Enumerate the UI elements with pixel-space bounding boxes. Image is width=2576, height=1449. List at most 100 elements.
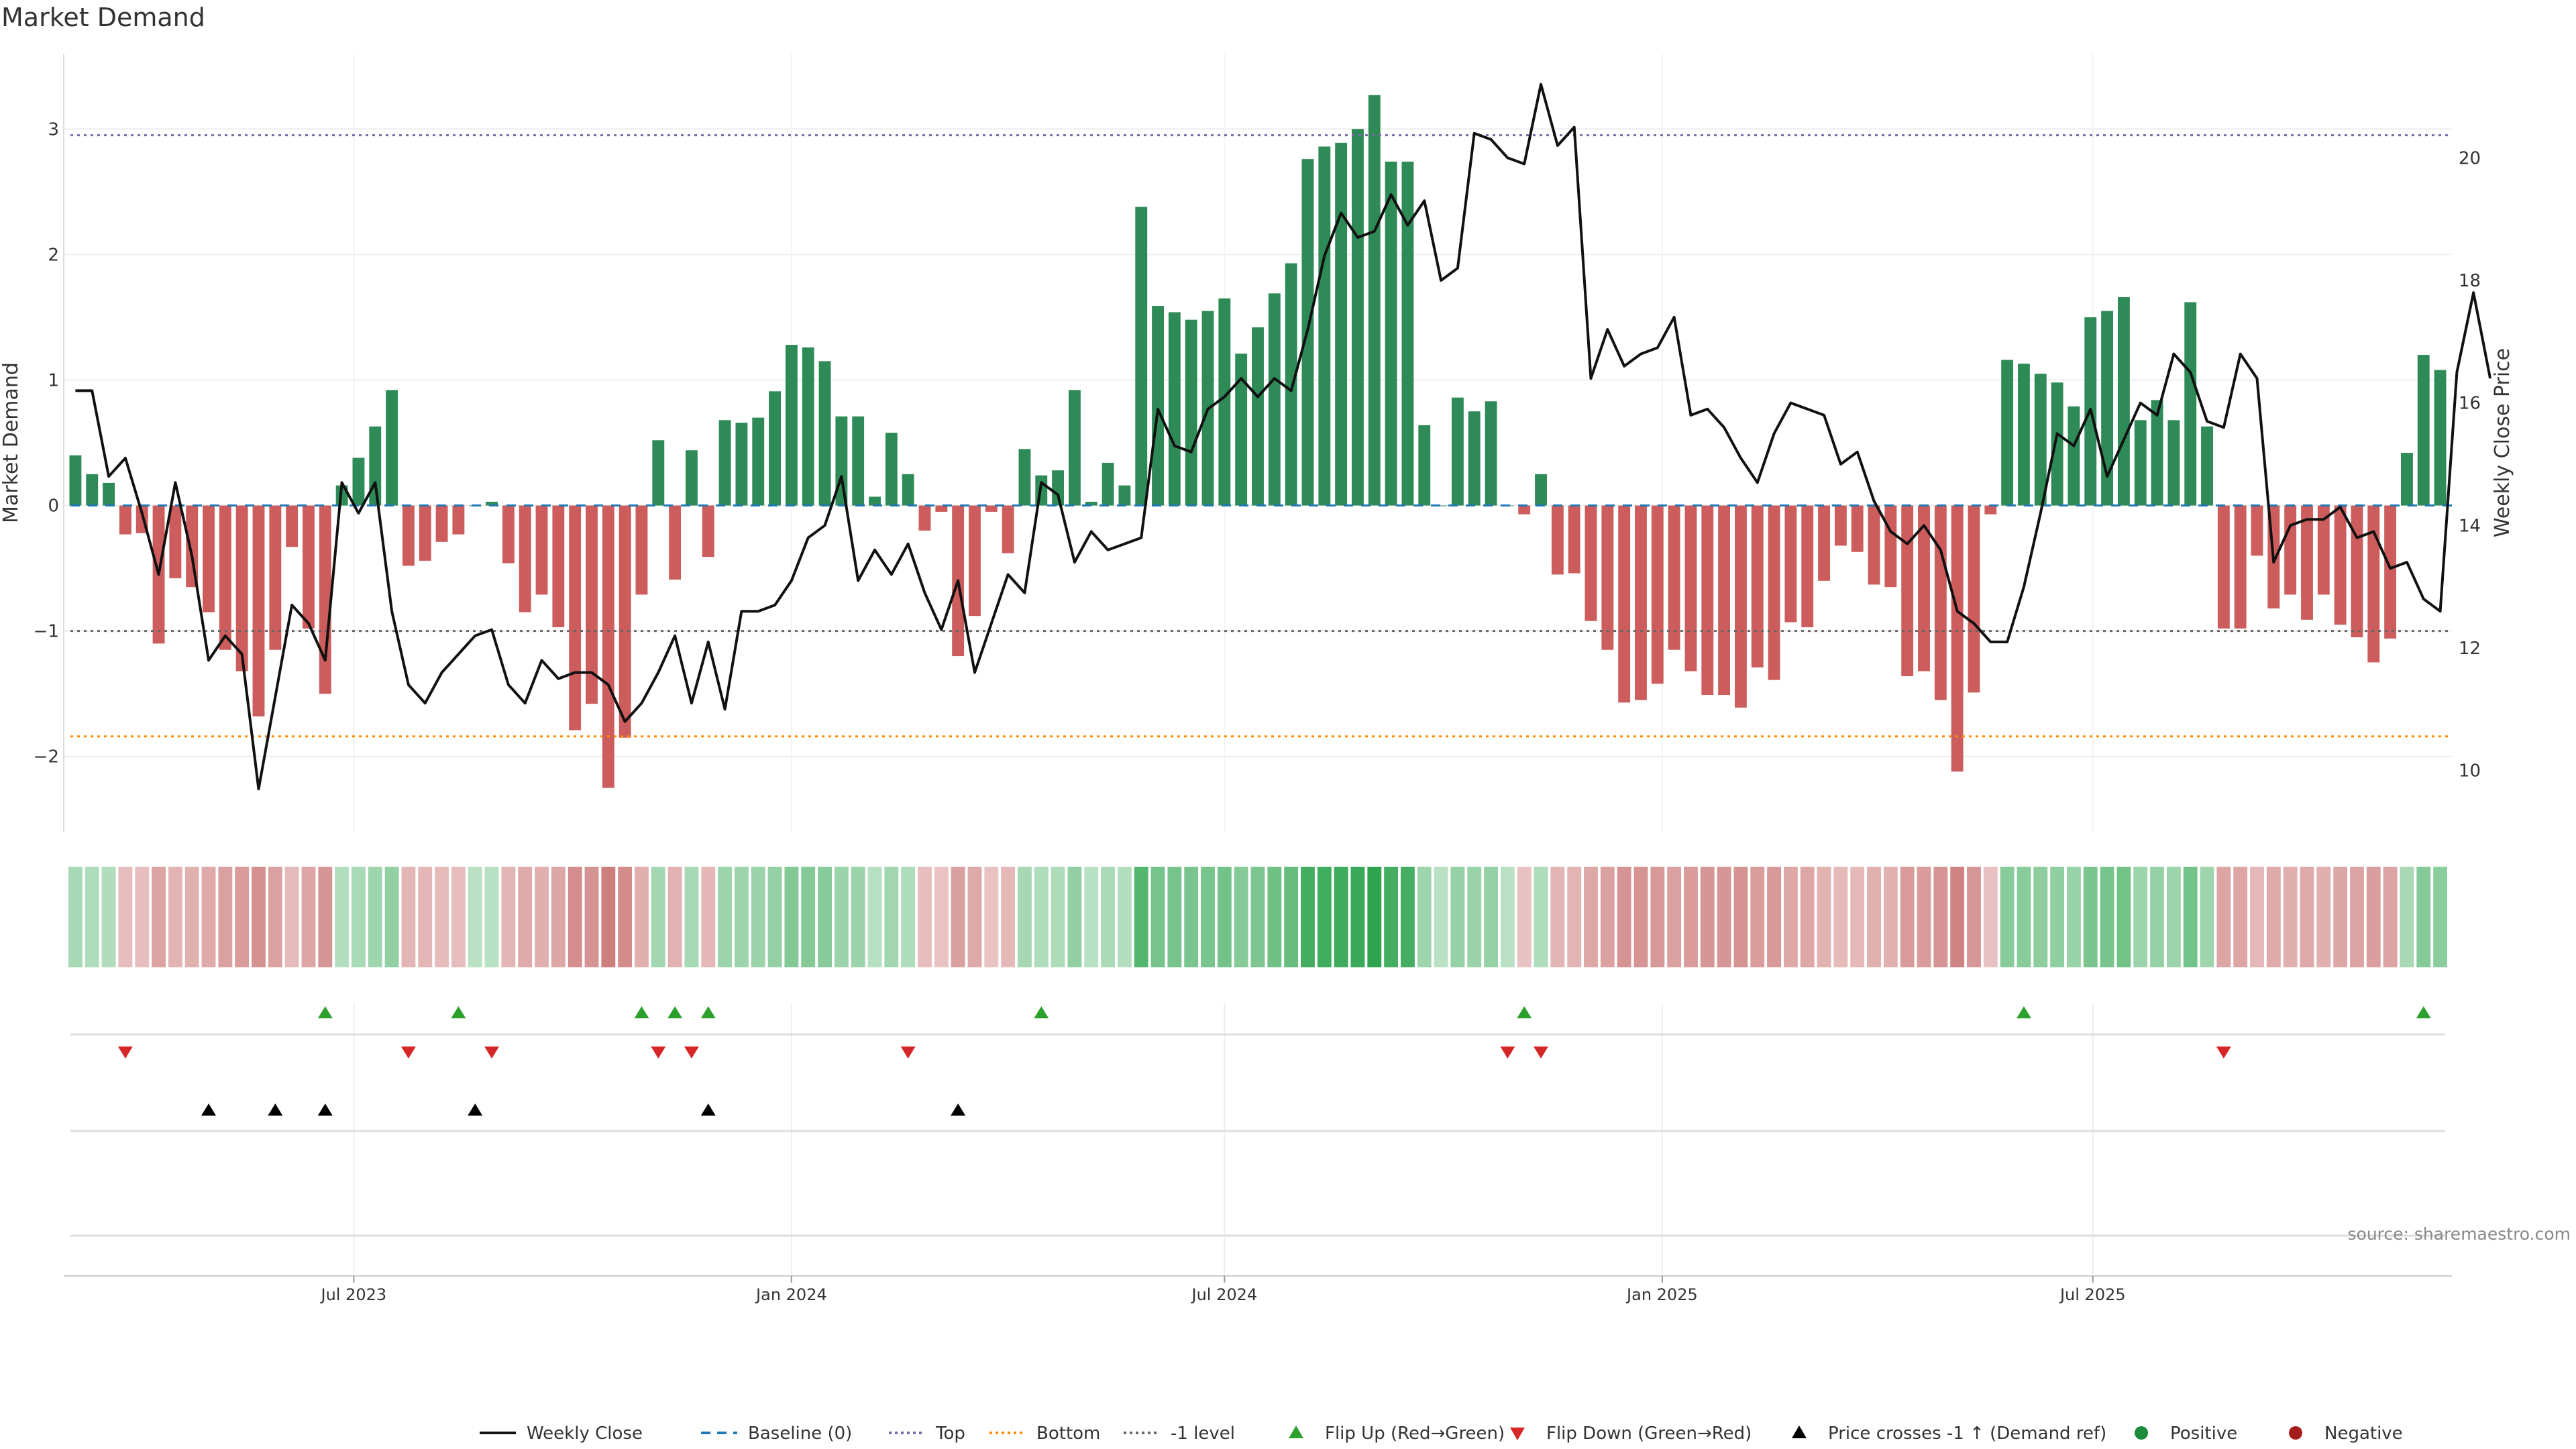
demand-bar-negative xyxy=(969,505,981,616)
heat-band-cell xyxy=(68,867,83,967)
demand-bar-positive xyxy=(103,482,115,506)
demand-bar-negative xyxy=(1984,505,1997,515)
legend-item: Weekly Close xyxy=(480,1424,643,1444)
heat-band-cell xyxy=(1517,867,1532,967)
heat-band-cell xyxy=(601,867,616,967)
y2-tick-label: 10 xyxy=(2459,761,2481,782)
demand-bar-positive xyxy=(718,420,731,506)
flip-up-marker xyxy=(1034,1006,1049,1018)
heat-band-cell xyxy=(1783,867,1798,967)
heat-band-cell xyxy=(918,867,932,967)
demand-bar-positive xyxy=(369,426,382,506)
flip-up-marker xyxy=(2416,1006,2431,1018)
heat-band-cell xyxy=(468,867,482,967)
heat-band-cell xyxy=(1917,867,1931,967)
heat-band-cell xyxy=(1401,867,1415,967)
demand-bar-positive xyxy=(1385,161,1397,506)
demand-bar-positive xyxy=(2034,374,2047,506)
price-cross-marker xyxy=(468,1104,483,1116)
heat-band-cell xyxy=(352,867,366,967)
legend-item: Negative xyxy=(2289,1424,2403,1444)
flip-down-marker xyxy=(900,1046,916,1059)
demand-bar-negative xyxy=(1684,505,1697,672)
heat-band-cell xyxy=(2283,867,2298,967)
demand-bar-negative xyxy=(702,505,714,557)
demand-bar-negative xyxy=(1635,505,1647,700)
legend-item: Bottom xyxy=(989,1424,1100,1444)
demand-bar-positive xyxy=(1401,161,1414,506)
heat-band-cell xyxy=(2166,867,2181,967)
heat-band-cell xyxy=(1450,867,1465,967)
heat-band-cell xyxy=(2350,867,2364,967)
heat-band-cell xyxy=(967,867,982,967)
price-cross-marker xyxy=(951,1104,966,1116)
heat-band-cell xyxy=(1534,867,1548,967)
demand-bar-negative xyxy=(586,505,598,704)
heat-band-cell xyxy=(1733,867,1748,967)
demand-bar-negative xyxy=(2217,505,2230,629)
flip-down-marker xyxy=(2216,1046,2231,1059)
demand-bar-negative xyxy=(402,505,415,566)
demand-bar-negative xyxy=(535,505,548,595)
heat-band-cell xyxy=(1067,867,1082,967)
heat-band-cell xyxy=(1167,867,1182,967)
demand-bar-negative xyxy=(1751,505,1764,667)
demand-bar-positive xyxy=(1535,474,1547,506)
y2-tick-label: 16 xyxy=(2459,394,2481,414)
demand-bar-positive xyxy=(1252,327,1264,506)
heat-band-cell xyxy=(235,867,250,967)
x-axis: Jul 2023 Jan 2024 Jul 2024 Jan 2025 Jul 2025… xyxy=(64,1224,2571,1304)
price-cross-marker xyxy=(700,1104,716,1116)
demand-bar-positive xyxy=(352,458,365,506)
heat-band-cell xyxy=(418,867,433,967)
demand-bar-positive xyxy=(2101,311,2114,506)
demand-bar-negative xyxy=(669,505,682,580)
heat-band-cell xyxy=(684,867,699,967)
demand-bar-positive xyxy=(1168,312,1181,506)
event-markers xyxy=(70,1006,2445,1237)
demand-bar-negative xyxy=(219,505,231,650)
heat-band-cell xyxy=(218,867,233,967)
legend-label: Flip Up (Red→Green) xyxy=(1325,1424,1505,1444)
demand-bar-negative xyxy=(635,505,648,595)
heat-band-cell xyxy=(818,867,832,967)
price-cross-marker xyxy=(317,1104,333,1116)
heat-band-cell xyxy=(584,867,599,967)
heat-band-cell xyxy=(1650,867,1665,967)
weekly-close-line xyxy=(75,83,2492,791)
heat-band-cell xyxy=(751,867,765,967)
weekly-close-line-layer xyxy=(75,83,2492,791)
demand-bar-negative xyxy=(2301,505,2313,620)
heat-band-cell xyxy=(1833,867,1848,967)
heat-band-cell xyxy=(184,867,199,967)
heat-band-cell xyxy=(951,867,965,967)
heat-band-cell xyxy=(734,867,749,967)
demand-bar-negative xyxy=(619,505,631,738)
flip-up-marker xyxy=(1517,1006,1532,1018)
heat-band-cell xyxy=(2400,867,2414,967)
heat-band-cell xyxy=(901,867,916,967)
legend-swatch-tri-up xyxy=(1792,1426,1807,1438)
demand-bar-negative xyxy=(1585,505,1597,621)
heat-band-cell xyxy=(2000,867,2015,967)
heat-band-cell xyxy=(1384,867,1399,967)
demand-bar-positive xyxy=(802,347,814,506)
flip-down-marker xyxy=(400,1046,416,1059)
heat-band-cell xyxy=(784,867,799,967)
legend-swatch-tri-down xyxy=(1510,1428,1525,1440)
heat-band-cell xyxy=(2300,867,2314,967)
heat-band-cell xyxy=(1467,867,1482,967)
demand-bar-positive xyxy=(1318,146,1331,506)
demand-bars xyxy=(69,95,2447,788)
demand-bar-positive xyxy=(1152,306,1164,506)
legend-label: Bottom xyxy=(1036,1424,1100,1444)
demand-bar-negative xyxy=(1818,505,1830,581)
demand-bar-negative xyxy=(1618,505,1631,703)
demand-bar-negative xyxy=(303,505,315,629)
demand-bar-positive xyxy=(2434,370,2447,506)
demand-bar-negative xyxy=(2384,505,2397,639)
demand-bar-negative xyxy=(452,505,465,535)
flip-down-marker xyxy=(651,1046,666,1059)
heat-band-cell xyxy=(867,867,882,967)
heat-band-cell xyxy=(1367,867,1382,967)
